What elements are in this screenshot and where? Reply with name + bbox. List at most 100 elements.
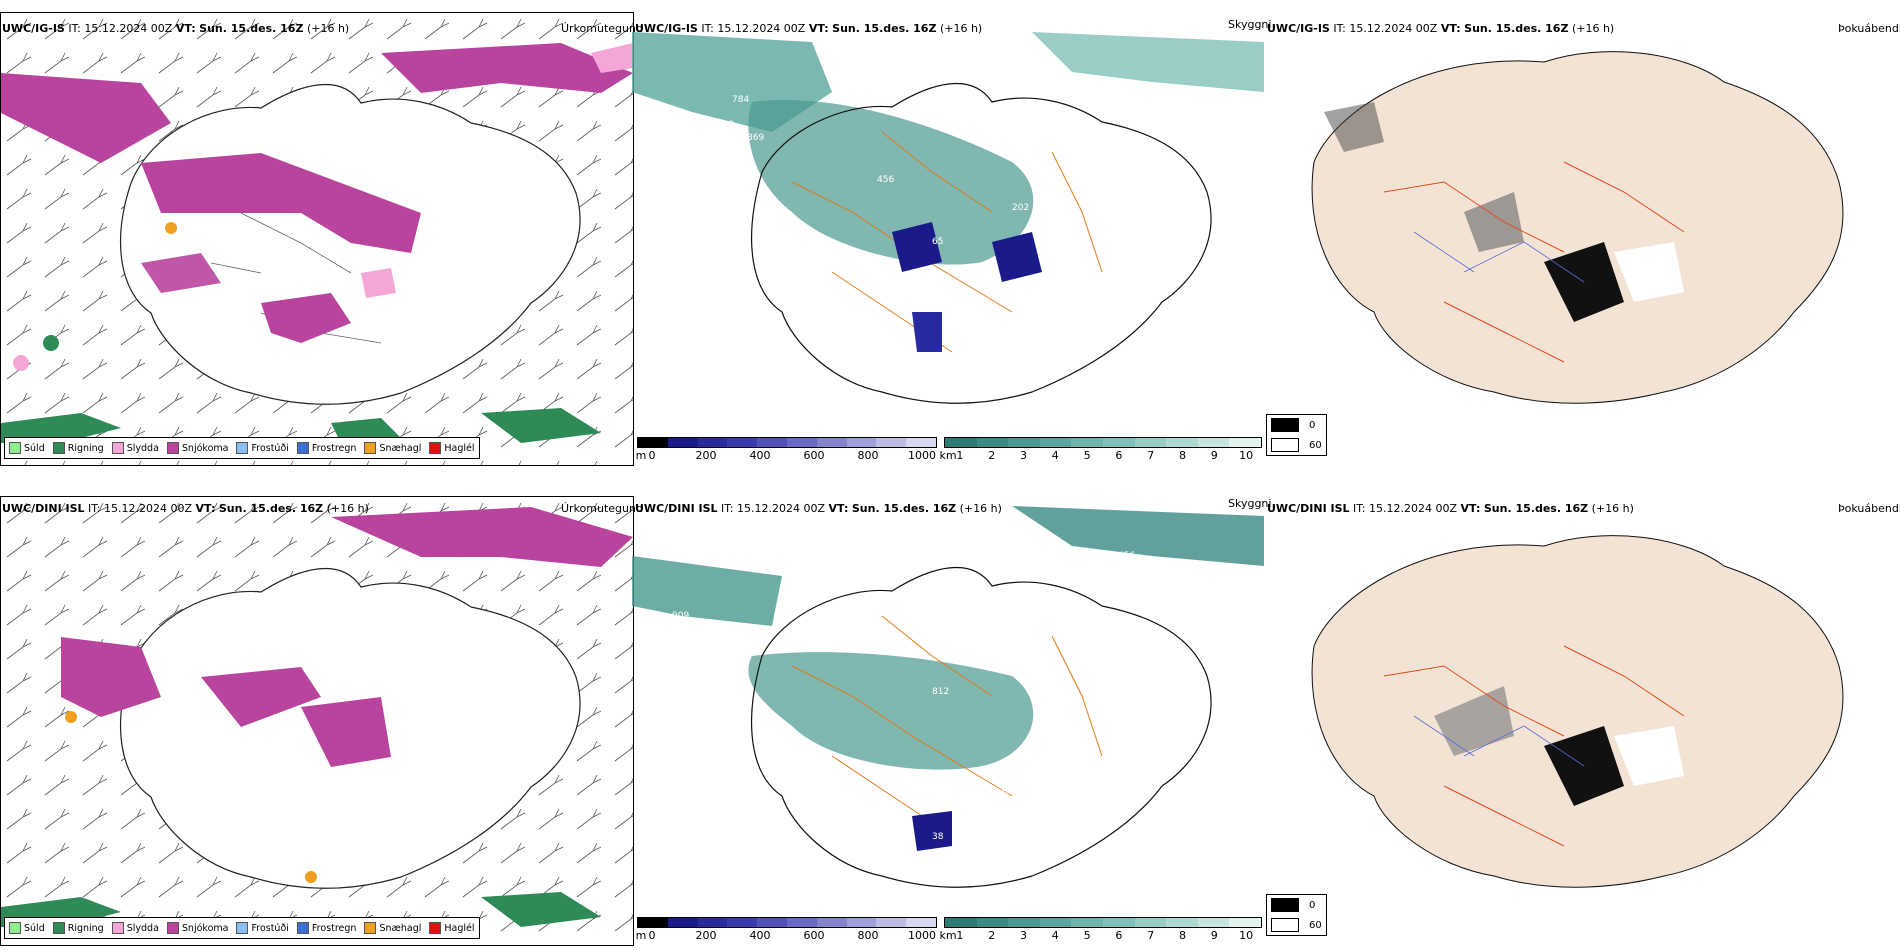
colorbar-tick: 800 bbox=[857, 449, 879, 462]
colorbar-tick: 5 bbox=[1083, 929, 1091, 942]
legend-label: Frostúði bbox=[251, 442, 289, 454]
model-name: UWC/IG-IS bbox=[2, 22, 65, 35]
visibility-colorbar-bottom: km 1 2 3 4 5 6 7 8 9 10 bbox=[939, 917, 1262, 942]
legend-item: Snjókoma bbox=[166, 442, 228, 454]
colorbar-cell bbox=[727, 438, 758, 447]
header-top-precip: UWC/IG-IS IT: 15.12.2024 00Z VT: Sun. 15… bbox=[2, 22, 349, 35]
model-name: UWC/DINI ISL bbox=[1267, 502, 1350, 515]
model-name: UWC/DINI ISL bbox=[2, 502, 85, 515]
colorbar-tick: 0 bbox=[648, 929, 656, 942]
vt-value: Sun. 15.des. 16Z bbox=[1464, 22, 1569, 35]
colorbar-tick: 0 bbox=[648, 449, 656, 462]
colorbar-cell bbox=[945, 438, 977, 447]
colorbar-tick: 10 bbox=[1239, 929, 1254, 942]
colorbar-unit: km bbox=[939, 929, 957, 942]
fog-label: 60 bbox=[1309, 919, 1322, 931]
legend-label: Súld bbox=[24, 922, 45, 934]
it-label: IT: bbox=[88, 502, 101, 515]
it-value: 15.12.2024 00Z bbox=[1349, 22, 1438, 35]
colorbar-cell bbox=[976, 438, 1009, 447]
colorbar-cell bbox=[906, 918, 936, 927]
cloud-label: 38 bbox=[932, 832, 944, 842]
fog-swatch bbox=[1271, 918, 1299, 932]
vt-label: VT: bbox=[195, 502, 216, 515]
fog-legend-row: 0 bbox=[1267, 415, 1326, 435]
fog-swatch bbox=[1271, 438, 1299, 452]
colorbar-tick: 4 bbox=[1051, 449, 1059, 462]
lead-time: (+16 h) bbox=[1571, 22, 1615, 35]
colorbar-cell bbox=[1134, 438, 1167, 447]
colorbar-cell bbox=[667, 918, 698, 927]
legend-swatch bbox=[166, 922, 179, 934]
legend-label: Frostúði bbox=[251, 922, 289, 934]
model-name: UWC/DINI ISL bbox=[635, 502, 718, 515]
legend-item: Rigning bbox=[52, 922, 104, 934]
colorbar-unit: m bbox=[635, 449, 647, 462]
legend-label: Haglél bbox=[444, 922, 475, 934]
colorbar-tick: 9 bbox=[1210, 449, 1218, 462]
colorbar-tick: 400 bbox=[749, 449, 771, 462]
legend-label: Snæhagl bbox=[379, 442, 422, 454]
legend-item: Súld bbox=[9, 922, 45, 934]
panel-title-fog-bottom: Þokuábendi bbox=[1838, 502, 1900, 515]
colorbar-cell bbox=[876, 438, 907, 447]
colorbar-tick: 3 bbox=[1020, 449, 1027, 462]
legend-label: Slydda bbox=[126, 442, 159, 454]
cloud-map-bottom: 456 909 812 945 688 38 bbox=[632, 506, 1264, 888]
cloud-label: 456 bbox=[1118, 551, 1135, 561]
colorbar-tick: 6 bbox=[1115, 929, 1123, 942]
lead-time: (+16 h) bbox=[1591, 502, 1634, 515]
cloud-label: 945 bbox=[882, 803, 899, 813]
cloud-panel-top: 926 784 499 869 65 456 202 472 bbox=[632, 12, 1264, 464]
colorbar-cell bbox=[697, 918, 728, 927]
ceiling-colorbar-bottom: m 0 200 400 600 800 1000 bbox=[635, 917, 937, 942]
vt-label: VT: bbox=[1460, 502, 1481, 515]
colorbar-strip bbox=[944, 917, 1262, 928]
panel-title-precip-top: Úrkomutegund bbox=[561, 22, 643, 35]
colorbar-unit: m bbox=[635, 929, 647, 942]
legend-swatch bbox=[364, 442, 377, 454]
legend-label: Slydda bbox=[126, 922, 159, 934]
colorbar-cell bbox=[1134, 918, 1167, 927]
colorbar-cell bbox=[976, 918, 1009, 927]
legend-swatch bbox=[236, 442, 249, 454]
cloud-label: 909 bbox=[672, 611, 689, 621]
legend-swatch bbox=[9, 922, 21, 934]
precip-panel-bottom bbox=[0, 496, 634, 946]
fog-legend-row: 0 bbox=[1267, 895, 1326, 915]
fog-swatch bbox=[1271, 418, 1299, 432]
header-top-fog: UWC/IG-IS IT: 15.12.2024 00Z VT: Sun. 15… bbox=[1267, 22, 1614, 35]
colorbar-cell bbox=[1008, 438, 1040, 447]
header-bottom-precip: UWC/DINI ISL IT: 15.12.2024 00Z VT: Sun.… bbox=[2, 502, 369, 515]
it-label: IT: bbox=[701, 22, 714, 35]
cloud-label: 784 bbox=[732, 95, 749, 105]
legend-swatch bbox=[364, 922, 377, 934]
colorbar-cell bbox=[1197, 918, 1230, 927]
colorbar-strip bbox=[637, 917, 937, 928]
legend-label: Haglél bbox=[444, 442, 475, 454]
vt-value: Sun. 15.des. 16Z bbox=[832, 22, 937, 35]
colorbar-tick: 2 bbox=[988, 929, 996, 942]
colorbar-tick: 600 bbox=[803, 449, 825, 462]
fog-panel-bottom bbox=[1264, 496, 1900, 944]
colorbar-tick: 9 bbox=[1210, 929, 1218, 942]
legend-swatch bbox=[52, 442, 65, 454]
legend-swatch bbox=[9, 442, 21, 454]
cloud-label: 926 bbox=[1032, 47, 1049, 57]
header-bottom-fog: UWC/DINI ISL IT: 15.12.2024 00Z VT: Sun.… bbox=[1267, 502, 1634, 515]
lead-time: (+16 h) bbox=[306, 22, 350, 35]
colorbar-cell bbox=[846, 918, 877, 927]
legend-swatch bbox=[296, 922, 309, 934]
panel-title-cloud-bottom: Skyggni bbox=[1228, 497, 1272, 510]
fog-legend-bottom: 0 60 bbox=[1266, 894, 1327, 936]
vt-value: Sun. 15.des. 16Z bbox=[1483, 502, 1589, 515]
colorbar-cell bbox=[1166, 438, 1198, 447]
colorbar-tick: 8 bbox=[1179, 929, 1186, 942]
cloud-label: 869 bbox=[747, 133, 764, 143]
legend-swatch bbox=[52, 922, 65, 934]
fog-legend-top: 0 60 bbox=[1266, 414, 1327, 456]
colorbar-cell bbox=[1229, 918, 1261, 927]
it-value: 15.12.2024 00Z bbox=[104, 502, 193, 515]
colorbar-tick: 400 bbox=[749, 929, 771, 942]
precip-panel-top bbox=[0, 12, 634, 466]
